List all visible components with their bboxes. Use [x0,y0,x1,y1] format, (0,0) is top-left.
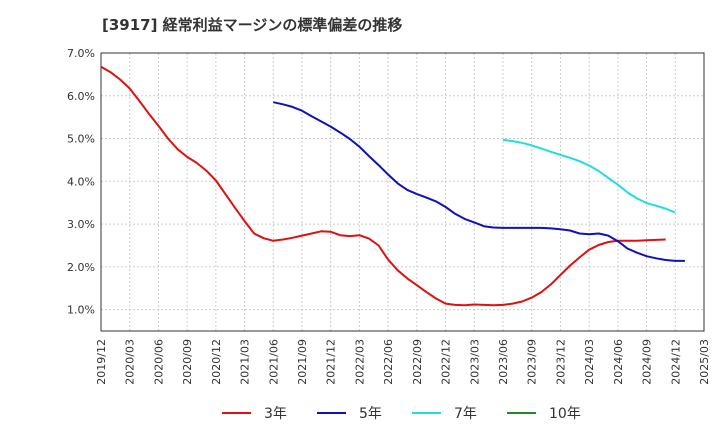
x-tick-label: 2021/12 [325,339,338,385]
x-tick-label: 2021/03 [239,339,252,385]
x-tick-label: 2024/03 [583,339,596,385]
legend-label: 3年 [264,406,287,422]
y-tick-label: 2.0% [67,261,95,274]
y-tick-label: 6.0% [67,90,95,103]
x-tick-label: 2024/09 [641,339,654,385]
x-tick-label: 2023/09 [526,339,539,385]
series-line-3年 [100,65,666,307]
x-tick-label: 2023/12 [554,339,567,385]
y-tick-label: 5.0% [67,133,95,146]
axis-layer: 1.0% 2.0% 3.0% 4.0% 5.0% 6.0% 7.0% 2019/12 2020/… [67,47,711,385]
x-tick-label: 2024/12 [669,339,682,385]
x-tick-label: 2021/06 [267,339,280,385]
series-line-7年 [502,138,676,214]
series-layer [100,65,685,307]
y-tick-label: 7.0% [67,47,95,60]
x-tick-label: 2020/03 [124,339,137,385]
x-tick-label: 2023/06 [497,339,510,385]
x-tick-label: 2020/09 [181,339,194,385]
grid-layer [100,52,705,331]
x-tick-label: 2023/03 [468,339,481,385]
x-tick-label: 2022/09 [411,339,424,385]
x-tick-label: 2020/06 [152,339,165,385]
y-tick-label: 3.0% [67,218,95,231]
x-tick-label: 2024/06 [612,339,625,385]
legend: 3年 5年 7年 10年 [222,406,581,422]
y-tick-label: 4.0% [67,175,95,188]
legend-label: 5年 [359,406,382,422]
series-line-5年 [273,101,685,262]
x-tick-label: 2021/09 [296,339,309,385]
chart-title: [3917] 経常利益マージンの標準偏差の推移 [102,16,402,34]
x-tick-label: 2025/03 [698,339,711,385]
plot-frame [100,52,705,332]
legend-label: 7年 [454,406,477,422]
x-tick-label: 2022/03 [353,339,366,385]
y-tick-label: 1.0% [67,304,95,317]
legend-label: 10年 [549,406,581,422]
x-tick-label: 2022/06 [382,339,395,385]
x-tick-label: 2022/12 [440,339,453,385]
x-tick-label: 2020/12 [210,339,223,385]
x-tick-label: 2019/12 [95,339,108,385]
